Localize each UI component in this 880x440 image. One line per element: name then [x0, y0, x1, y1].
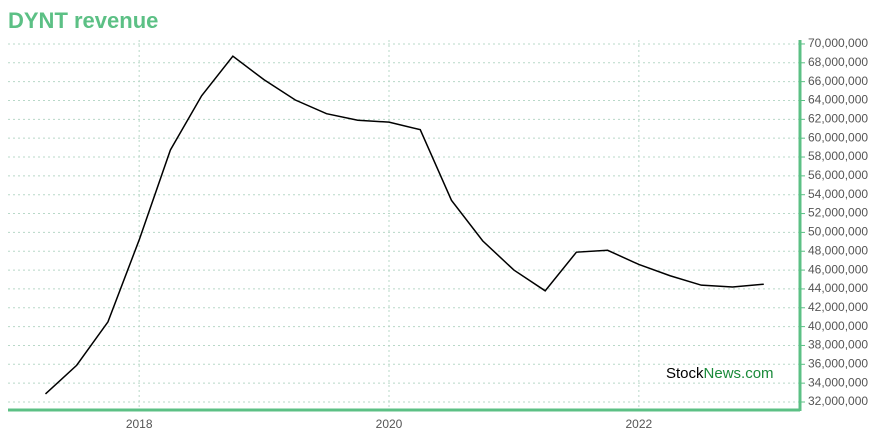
- y-tick-label: 32,000,000: [808, 394, 868, 408]
- y-tick-label: 70,000,000: [808, 36, 868, 50]
- y-tick-label: 48,000,000: [808, 243, 868, 257]
- y-tick-label: 34,000,000: [808, 375, 868, 389]
- watermark-part: Stock: [666, 365, 704, 382]
- y-tick-label: 56,000,000: [808, 168, 868, 182]
- y-tick-label: 46,000,000: [808, 262, 868, 276]
- y-tick-label: 54,000,000: [808, 187, 868, 201]
- y-tick-label: 38,000,000: [808, 338, 868, 352]
- x-tick-label: 2018: [126, 417, 153, 431]
- y-tick-label: 62,000,000: [808, 112, 868, 126]
- y-tick-label: 66,000,000: [808, 74, 868, 88]
- line: [44, 55, 764, 395]
- y-tick-label: 50,000,000: [808, 225, 868, 239]
- y-tick-label: 36,000,000: [808, 356, 868, 370]
- x-tick-label: 2022: [626, 417, 653, 431]
- watermark-part: News.com: [704, 365, 774, 382]
- y-tick-label: 58,000,000: [808, 149, 868, 163]
- y-tick-label: 40,000,000: [808, 319, 868, 333]
- y-tick-label: 44,000,000: [808, 281, 868, 295]
- chart-title: DYNT revenue: [8, 8, 158, 33]
- x-tick-label: 2020: [376, 417, 403, 431]
- watermark: StockNews.com: [666, 365, 774, 382]
- y-tick-label: 68,000,000: [808, 55, 868, 69]
- y-tick-label: 64,000,000: [808, 93, 868, 107]
- y-tick-label: 52,000,000: [808, 206, 868, 220]
- y-tick-label: 60,000,000: [808, 130, 868, 144]
- y-tick-label: 42,000,000: [808, 300, 868, 314]
